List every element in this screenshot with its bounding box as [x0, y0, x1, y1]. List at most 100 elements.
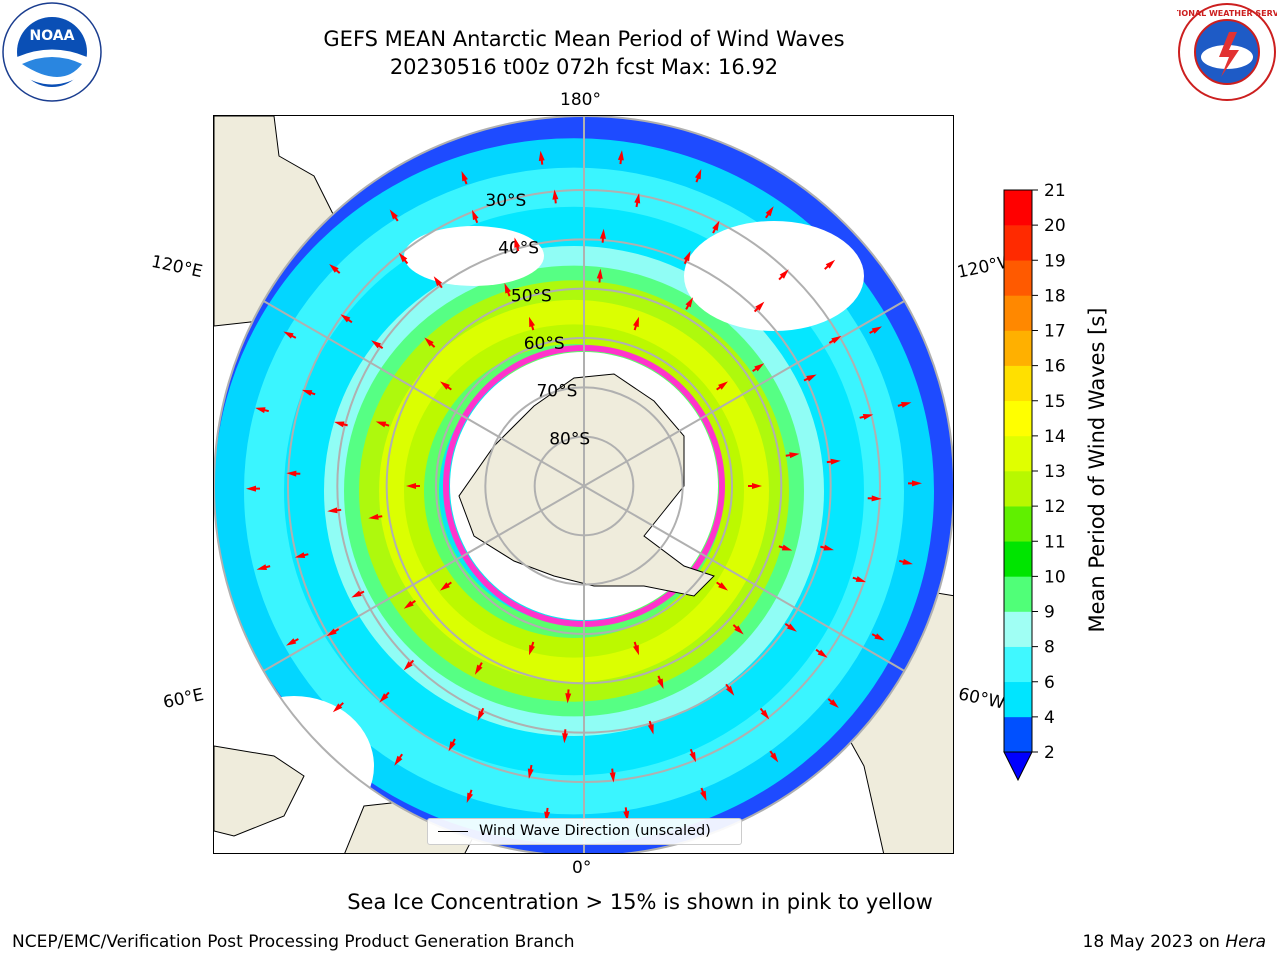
wave-arrow-icon: [869, 326, 882, 334]
wave-arrow-icon: [897, 401, 912, 408]
wave-arrow-icon: [389, 209, 399, 222]
noaa-logo-text: NOAA: [30, 28, 75, 44]
colorbar-tick-label: 12: [1044, 497, 1066, 517]
polar-map: 30°S40°S50°S60°S70°S80°S: [214, 116, 953, 853]
wave-arrow-icon: [371, 340, 384, 350]
wave-arrow-icon: [769, 750, 779, 763]
colorbar-segment: [1004, 400, 1032, 437]
wave-arrow-icon: [433, 276, 443, 289]
colorbar-segment: [1004, 295, 1032, 331]
wave-arrow-icon: [803, 374, 817, 382]
map-title: GEFS MEAN Antarctic Mean Period of Wind …: [323, 27, 845, 51]
nodata-patch: [404, 226, 544, 286]
wave-arrow-icon: [867, 495, 882, 502]
wave-arrow-icon: [398, 252, 409, 265]
wave-arrow-icon: [406, 483, 420, 489]
wave-arrow-icon: [403, 600, 416, 609]
wave-arrow-icon: [527, 764, 534, 779]
wave-arrow-icon: [504, 283, 511, 297]
wave-arrow-icon: [552, 189, 559, 204]
colorbar-segment: [1004, 190, 1032, 226]
wave-arrow-icon: [440, 381, 452, 391]
wave-arrow-icon: [334, 421, 348, 428]
wave-arrow-icon: [596, 268, 603, 283]
wave-arrow-icon: [732, 624, 744, 635]
wave-arrow-icon: [448, 738, 456, 752]
colorbar-segment: [1004, 260, 1032, 296]
wave-arrow-icon: [286, 470, 301, 477]
colorbar-extend-arrow: [1003, 751, 1033, 782]
noaa-logo-icon: NOAA: [2, 2, 102, 102]
wave-arrow-icon: [694, 168, 702, 183]
map-legend: Wind Wave Direction (unscaled): [427, 818, 742, 845]
longitude-line: [583, 300, 905, 487]
colorbar: 2 4 6 8 9 10 11 12 13 14 15 16 17 18 19 20 21: [1003, 181, 1066, 782]
wave-arrow-icon: [514, 237, 521, 252]
footer-date-text: 18 May 2023 on: [1082, 932, 1226, 952]
wave-arrow-icon: [748, 483, 762, 489]
nws-logo-text: NATIONAL WEATHER SERVICE: [1177, 9, 1277, 18]
longitude-line: [583, 485, 905, 672]
wave-arrow-icon: [716, 381, 728, 391]
latitude-label: 70°S: [536, 382, 577, 402]
wave-arrow-icon: [824, 259, 836, 270]
colorbar-segment: [1004, 365, 1032, 402]
wave-arrow-icon: [440, 581, 452, 591]
colorbar-segment: [1004, 330, 1032, 366]
wave-arrow-icon: [599, 228, 606, 243]
wave-arrow-icon: [379, 691, 390, 703]
wave-arrow-icon: [529, 641, 535, 656]
wave-arrow-icon: [785, 452, 800, 459]
wave-arrow-icon: [424, 337, 436, 348]
wave-arrow-icon: [716, 581, 728, 591]
wave-arrow-icon: [759, 707, 770, 720]
latitude-label: 60°S: [524, 334, 565, 354]
wave-arrow-icon: [852, 576, 867, 583]
wave-arrow-icon: [294, 552, 309, 559]
wave-arrow-icon: [683, 251, 691, 265]
wave-arrow-icon: [765, 206, 774, 219]
colorbar-tick-label: 14: [1044, 427, 1066, 447]
colorbar-segment: [1004, 471, 1032, 507]
wave-arrow-icon: [827, 698, 839, 709]
wave-arrow-icon: [753, 301, 765, 313]
nws-logo-icon: NATIONAL WEATHER SERVICE: [1177, 3, 1277, 101]
wave-arrow-icon: [647, 720, 654, 735]
lon-label-180: 180°: [560, 90, 601, 110]
wave-arrow-icon: [899, 558, 913, 565]
wave-arrow-icon: [332, 702, 344, 713]
longitude-line: [263, 485, 585, 672]
nodata-patch: [684, 221, 864, 331]
wave-arrow-icon: [689, 748, 697, 763]
colorbar-tick-label: 18: [1044, 286, 1066, 306]
wave-arrow-icon: [826, 458, 841, 465]
wave-arrow-icon: [286, 638, 299, 646]
colorbar-segment: [1004, 225, 1032, 261]
wave-arrow-icon: [828, 335, 842, 344]
wave-arrow-icon: [815, 648, 828, 658]
lon-label-120e: 120°E: [149, 251, 205, 283]
wave-arrow-icon: [471, 209, 479, 224]
wave-arrow-icon: [907, 480, 922, 487]
wave-arrow-icon: [562, 729, 569, 744]
wave-arrow-icon: [283, 331, 297, 339]
latitude-label: 30°S: [485, 191, 526, 211]
colorbar-tick-label: 13: [1044, 462, 1066, 482]
wave-arrow-icon: [477, 707, 485, 721]
wave-arrow-icon: [700, 787, 707, 802]
wave-arrow-icon: [255, 407, 269, 414]
wave-arrow-icon: [657, 675, 664, 689]
wave-arrow-icon: [871, 633, 885, 641]
wave-arrow-icon: [461, 170, 468, 185]
colorbar-tick-label: 17: [1044, 322, 1066, 342]
colorbar-tick-label: 16: [1044, 357, 1066, 377]
colorbar-segment: [1004, 576, 1032, 612]
lon-label-60e: 60°E: [161, 684, 206, 714]
wave-arrow-icon: [256, 564, 271, 571]
colorbar-segment: [1004, 681, 1032, 718]
sea-ice-note: Sea Ice Concentration > 15% is shown in …: [0, 890, 1280, 914]
footer-date: 18 May 2023 on Hera: [1083, 932, 1267, 952]
madagascar-land: [214, 745, 305, 837]
footer-credit: NCEP/EMC/Verification Post Processing Pr…: [12, 932, 575, 952]
wave-arrow-icon: [634, 193, 641, 208]
